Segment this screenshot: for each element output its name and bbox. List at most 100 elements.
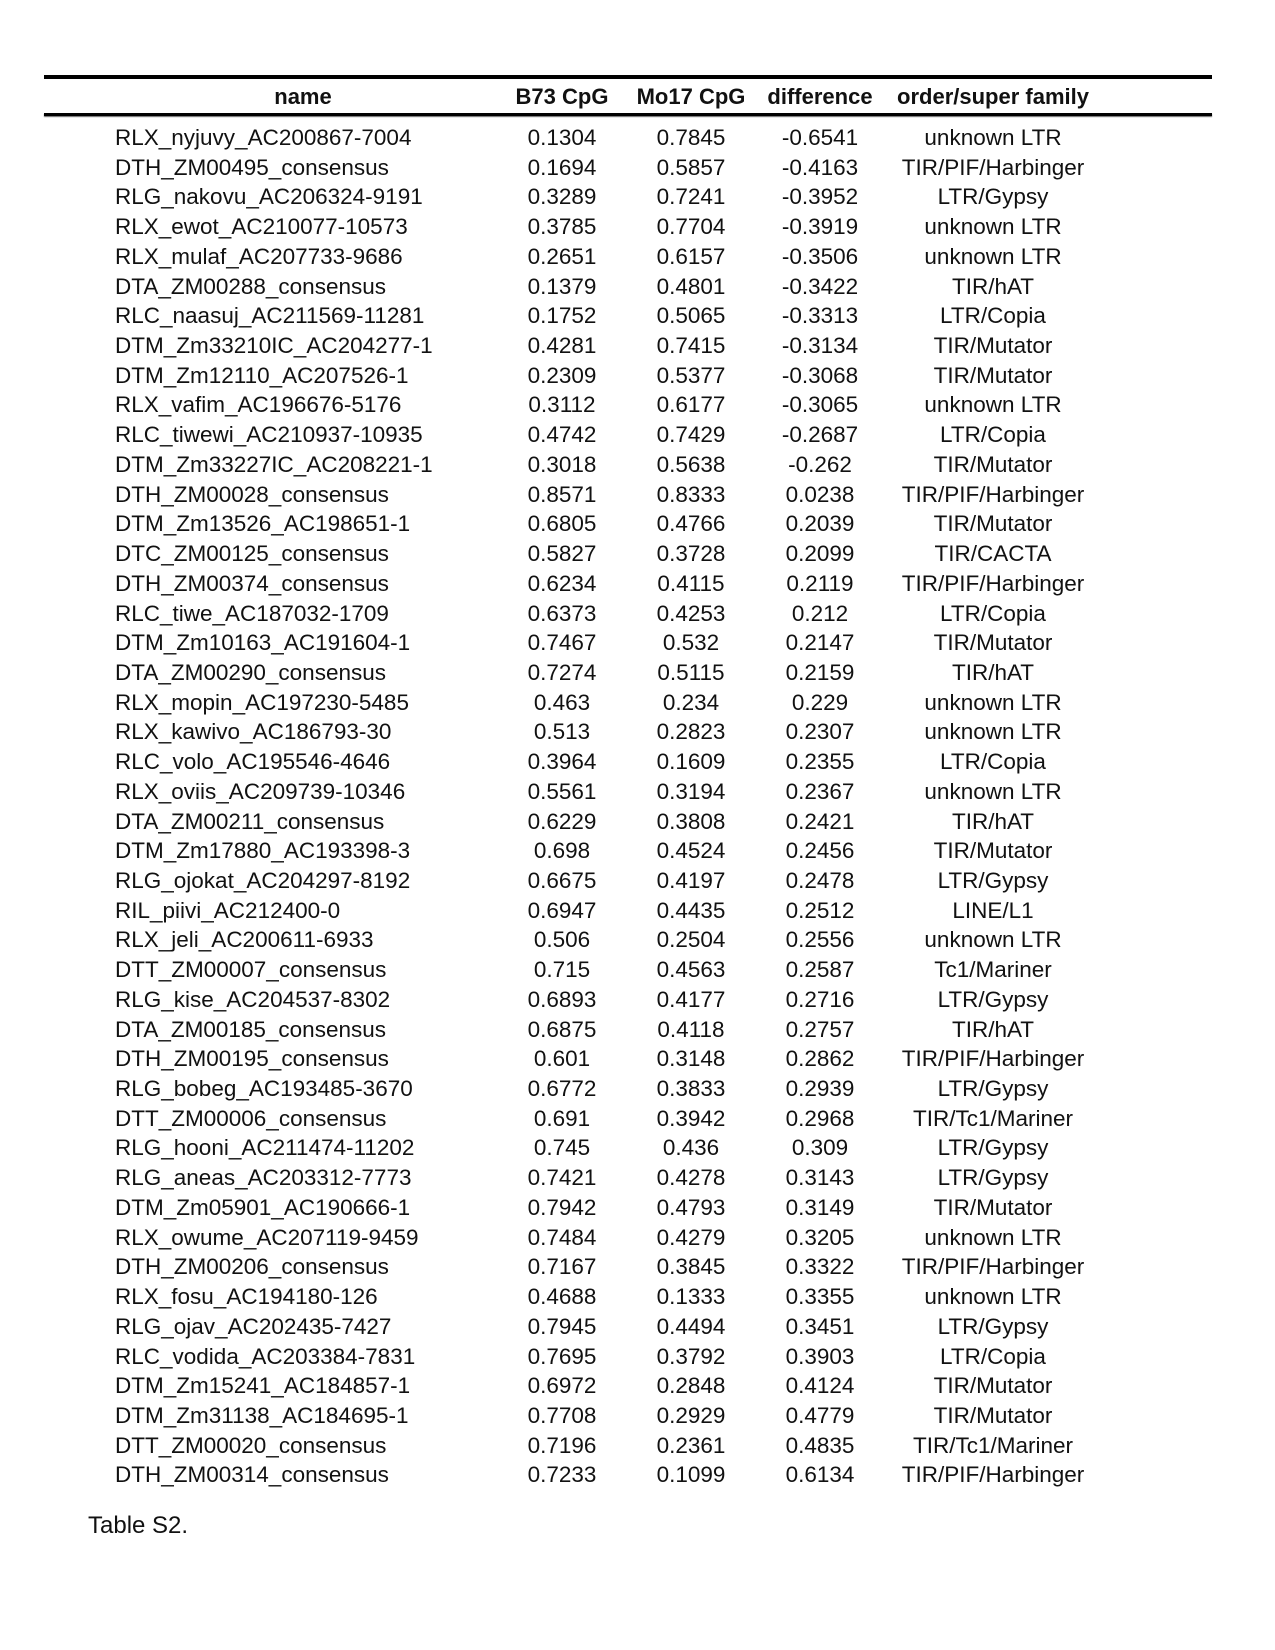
- cell-name: RLG_hooni_AC211474-11202: [115, 1135, 415, 1161]
- cell-b73-cpg: 0.3289: [527, 184, 597, 210]
- cell-mo17-cpg: 0.3942: [656, 1105, 726, 1131]
- cell-b73-cpg: 0.1752: [527, 303, 597, 329]
- cell-mo17-cpg: 0.2823: [656, 719, 726, 745]
- cell-order-super-family: LTR/Gypsy: [937, 1313, 1049, 1339]
- cell-order-super-family: unknown LTR: [924, 1224, 1062, 1250]
- cell-mo17-cpg: 0.5857: [656, 154, 726, 180]
- cell-order-super-family: LTR/Copia: [940, 1343, 1046, 1369]
- cell-difference: 0.3143: [785, 1165, 855, 1191]
- cell-b73-cpg: 0.6947: [527, 897, 597, 923]
- cell-b73-cpg: 0.3018: [527, 451, 597, 477]
- cell-mo17-cpg: 0.234: [662, 689, 720, 715]
- cell-b73-cpg: 0.7708: [527, 1402, 597, 1428]
- cell-name: RLC_volo_AC195546-4646: [115, 749, 391, 775]
- cell-order-super-family: LTR/Gypsy: [937, 868, 1049, 893]
- cell-name: RLG_bobeg_AC193485-3670: [115, 1076, 413, 1102]
- cell-b73-cpg: 0.3112: [528, 392, 596, 418]
- table-row: RLG_aneas_AC203312-7773 0.7421 0.4278 0.314…: [0, 1163, 1275, 1193]
- table-row: RIL_piivi_AC212400-0 0.6947 0.4435 0.2512 LI…: [0, 896, 1275, 926]
- cell-b73-cpg: 0.5561: [527, 778, 597, 804]
- table-row: RLX_ewot_AC210077-10573 0.3785 0.7704 -0.39…: [0, 212, 1275, 242]
- table-row: RLX_vafim_AC196676-5176 0.3112 0.6177 -0.30…: [0, 390, 1275, 420]
- cell-difference: -0.3134: [781, 333, 859, 359]
- cell-b73-cpg: 0.698: [533, 838, 591, 864]
- cell-order-super-family: unknown LTR: [924, 1284, 1062, 1310]
- cell-order-super-family: unknown LTR: [924, 392, 1062, 418]
- table-row: RLC_volo_AC195546-4646 0.3964 0.1609 0.2355…: [0, 747, 1275, 777]
- cell-difference: 0.2456: [785, 838, 855, 864]
- cell-order-super-family: LTR/Copia: [940, 600, 1046, 626]
- cell-difference: -0.3313: [781, 303, 859, 329]
- cell-difference: 0.2159: [785, 659, 855, 685]
- cell-order-super-family: LTR/Copia: [940, 422, 1046, 448]
- cell-name: RIL_piivi_AC212400-0: [115, 897, 341, 923]
- cell-b73-cpg: 0.6972: [527, 1373, 597, 1399]
- table-row: DTM_Zm13526_AC198651-1 0.6805 0.4766 0.2039…: [0, 509, 1275, 539]
- cell-order-super-family: LTR/Copia: [940, 749, 1046, 775]
- cell-name: DTH_ZM00206_consensus: [115, 1254, 389, 1280]
- cell-order-super-family: TIR/CACTA: [934, 541, 1052, 567]
- table-row: DTH_ZM00314_consensus 0.7233 0.1099 0.6134 T…: [0, 1460, 1275, 1490]
- cell-difference: -0.3952: [781, 184, 859, 210]
- table-row: DTT_ZM00007_consensus 0.715 0.4563 0.2587 Tc…: [0, 955, 1275, 985]
- table-row: DTM_Zm33227IC_AC208221-1 0.3018 0.5638 -0.2…: [0, 450, 1275, 480]
- cell-mo17-cpg: 0.4177: [656, 986, 726, 1012]
- cell-order-super-family: LINE/L1: [952, 897, 1034, 923]
- cell-difference: 0.2099: [785, 541, 855, 567]
- cell-mo17-cpg: 0.7415: [656, 333, 726, 359]
- cell-name: RLC_tiwewi_AC210937-10935: [115, 422, 423, 448]
- cell-order-super-family: unknown LTR: [924, 719, 1062, 745]
- cell-name: DTM_Zm33227IC_AC208221-1: [115, 451, 433, 477]
- cell-name: RLX_mulaf_AC207733-9686: [115, 243, 403, 269]
- cell-b73-cpg: 0.7233: [527, 1462, 597, 1488]
- cell-order-super-family: TIR/hAT: [951, 1016, 1035, 1042]
- table-row: RLG_bobeg_AC193485-3670 0.6772 0.3833 0.293…: [0, 1074, 1275, 1104]
- cell-name: RLX_kawivo_AC186793-30: [115, 719, 392, 745]
- cell-b73-cpg: 0.7484: [527, 1224, 597, 1250]
- table-row: RLX_fosu_AC194180-126 0.4688 0.1333 0.3355 u…: [0, 1282, 1275, 1312]
- cell-b73-cpg: 0.745: [533, 1135, 591, 1161]
- table-row: RLC_vodida_AC203384-7831 0.7695 0.3792 0.39…: [0, 1342, 1275, 1372]
- cell-difference: -0.3065: [781, 392, 859, 418]
- table-row: RLX_kawivo_AC186793-30 0.513 0.2823 0.2307 u…: [0, 717, 1275, 747]
- cell-mo17-cpg: 0.4279: [656, 1224, 726, 1250]
- table-row: RLX_oviis_AC209739-10346 0.5561 0.3194 0.23…: [0, 777, 1275, 807]
- cell-mo17-cpg: 0.1333: [656, 1284, 726, 1310]
- cell-name: DTT_ZM00006_consensus: [115, 1105, 387, 1131]
- cell-b73-cpg: 0.6229: [527, 808, 597, 834]
- cell-b73-cpg: 0.6875: [527, 1016, 597, 1042]
- cell-difference: 0.3451: [785, 1313, 855, 1339]
- cell-order-super-family: TIR/hAT: [951, 659, 1035, 685]
- cell-order-super-family: TIR/PIF/Harbinger: [901, 481, 1085, 507]
- cell-b73-cpg: 0.4688: [527, 1284, 597, 1310]
- cell-order-super-family: TIR/Mutator: [933, 511, 1053, 537]
- table-row: DTA_ZM00185_consensus 0.6875 0.4118 0.2757 T…: [0, 1015, 1275, 1045]
- cell-difference: -0.3422: [781, 273, 859, 299]
- cell-difference: 0.2421: [785, 808, 855, 834]
- cell-name: DTM_Zm05901_AC190666-1: [115, 1194, 411, 1220]
- table-row: DTA_ZM00290_consensus 0.7274 0.5115 0.2159 T…: [0, 658, 1275, 688]
- cell-mo17-cpg: 0.5065: [656, 303, 726, 329]
- cell-mo17-cpg: 0.4563: [656, 957, 726, 983]
- cell-mo17-cpg: 0.4197: [656, 868, 726, 893]
- cell-b73-cpg: 0.2651: [527, 243, 597, 269]
- cell-order-super-family: Tc1/Mariner: [934, 957, 1052, 983]
- cell-order-super-family: unknown LTR: [924, 689, 1062, 715]
- table-row: RLX_jeli_AC200611-6933 0.506 0.2504 0.2556 u…: [0, 925, 1275, 955]
- cell-mo17-cpg: 0.5638: [656, 451, 726, 477]
- cell-b73-cpg: 0.7421: [527, 1165, 597, 1191]
- cell-order-super-family: LTR/Gypsy: [937, 986, 1049, 1012]
- cell-name: RLX_jeli_AC200611-6933: [115, 927, 374, 953]
- cell-difference: -0.6541: [781, 125, 859, 150]
- table-row: RLC_naasuj_AC211569-11281 0.1752 0.5065 -0.…: [0, 301, 1275, 331]
- cell-b73-cpg: 0.7467: [527, 630, 597, 656]
- cell-b73-cpg: 0.6373: [527, 600, 597, 626]
- cell-difference: 0.2478: [785, 868, 855, 893]
- cell-mo17-cpg: 0.4278: [656, 1165, 726, 1191]
- cell-mo17-cpg: 0.3148: [656, 1046, 726, 1072]
- cell-b73-cpg: 0.506: [533, 927, 591, 953]
- cell-name: DTT_ZM00007_consensus: [115, 957, 387, 983]
- cell-b73-cpg: 0.7942: [527, 1194, 597, 1220]
- table-row: RLG_nakovu_AC206324-9191 0.3289 0.7241 -0.3…: [0, 182, 1275, 212]
- cell-difference: -0.2687: [781, 422, 859, 448]
